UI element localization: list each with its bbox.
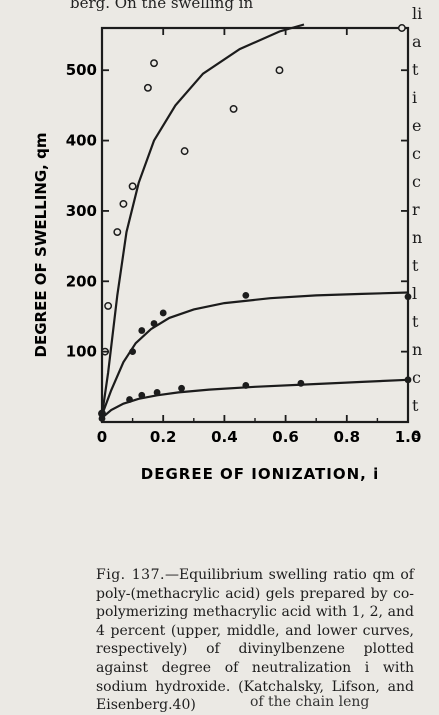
y-tick-label: 100 — [66, 343, 97, 361]
filled-data-point — [129, 348, 137, 356]
fit-curve-1 — [100, 23, 305, 416]
filled-data-point — [242, 382, 250, 389]
x-tick-label: 0.6 — [272, 428, 299, 446]
axis-ticks: 0 0.2 0.4 0.6 0.8 1.0 100 200 300 400 500 — [66, 28, 422, 446]
filled-data-point — [138, 327, 146, 334]
right-column-line: n — [412, 228, 423, 247]
filled-data-point — [242, 291, 250, 299]
open-data-point — [104, 301, 113, 310]
right-column-line: a — [412, 32, 422, 51]
filled-data-point — [404, 293, 412, 301]
filled-data-point — [138, 391, 146, 399]
y-tick-label: 300 — [66, 202, 97, 220]
x-axis-label: DEGREE OF IONIZATION, i — [141, 465, 379, 483]
y-tick-label: 200 — [66, 272, 97, 290]
filled-data-point — [98, 410, 106, 417]
fit-curve-3 — [101, 378, 409, 419]
filled-data-point — [178, 384, 185, 392]
right-column-line: li — [412, 4, 423, 23]
x-tick-label: 0.2 — [150, 428, 177, 446]
open-data-point — [180, 147, 189, 156]
figure-caption-text: —Equilibrium swelling ratio qm of poly-(… — [96, 567, 414, 714]
right-column-line: t — [412, 396, 419, 415]
y-axis-label: DEGREE OF SWELLING, qm — [32, 133, 50, 358]
open-data-point — [119, 199, 128, 208]
filled-data-point — [126, 396, 133, 403]
x-tick-label: 1.0 — [395, 428, 422, 446]
right-column-line: s — [412, 424, 421, 443]
figure-caption: Fig. 137.—Equilibrium swelling ratio qm … — [96, 566, 414, 715]
right-column-line: r — [412, 200, 420, 219]
x-tick-label: 0 — [97, 428, 107, 446]
open-data-point — [229, 104, 238, 113]
open-data-point — [397, 24, 406, 32]
filled-data-point — [150, 320, 158, 327]
right-column-line: t — [412, 256, 419, 275]
right-column-line: n — [412, 340, 423, 359]
filled-data-point — [153, 389, 161, 396]
right-column-line: e — [412, 116, 422, 135]
figure-caption-label: Fig. 137. — [96, 567, 165, 583]
y-tick-label: 400 — [66, 132, 97, 150]
right-column-text-fragments: li a t i e c c r n t l t n c t s — [412, 0, 439, 712]
x-tick-label: 0.4 — [211, 428, 238, 446]
x-tick-label: 0.8 — [334, 428, 361, 446]
open-data-point — [275, 66, 284, 75]
open-data-point — [128, 182, 137, 191]
data-points — [98, 24, 412, 422]
bottom-text-fragment: of the chain leng — [250, 694, 370, 710]
open-data-point — [143, 83, 152, 92]
right-column-line: l — [412, 284, 418, 303]
filled-data-point — [159, 309, 167, 317]
right-column-line: c — [412, 144, 421, 163]
open-data-point — [150, 59, 158, 68]
filled-data-point — [404, 376, 412, 384]
top-text-fragment: berg. On the swelling in — [70, 0, 254, 12]
filled-data-point — [297, 379, 305, 387]
open-data-point — [113, 228, 122, 236]
fit-curve-2 — [100, 291, 409, 416]
right-column-line: t — [412, 312, 419, 331]
y-tick-label: 500 — [66, 61, 97, 79]
right-column-line: c — [412, 172, 421, 191]
right-column-line: t — [412, 60, 419, 79]
fit-curves — [100, 23, 409, 419]
right-column-line: i — [412, 88, 418, 107]
right-column-line: c — [412, 368, 421, 387]
